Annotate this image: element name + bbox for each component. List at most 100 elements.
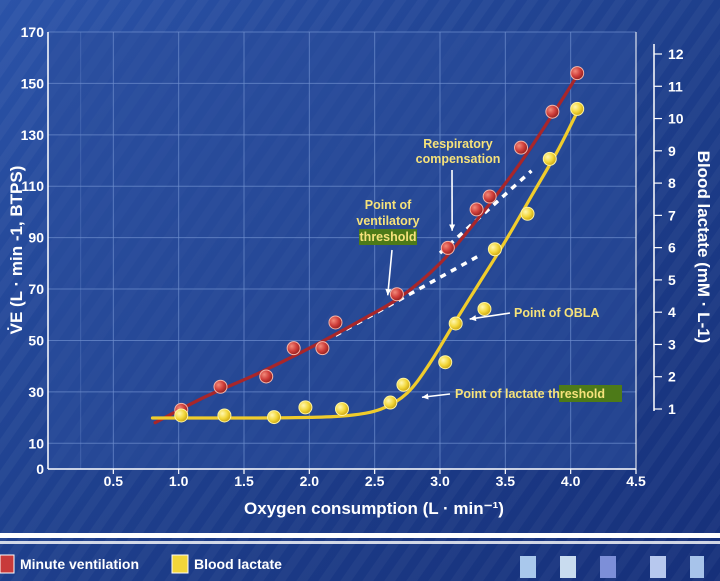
minute-ventilation-point xyxy=(259,369,274,384)
decorative-tile xyxy=(650,556,666,578)
annotation-lactate-threshold: Point of lactate threshold xyxy=(455,387,605,401)
legend: Minute ventilation Blood lactate xyxy=(0,554,282,574)
annotation-respiratory-compensation: compensation xyxy=(416,152,501,166)
y-left-tick-label: 90 xyxy=(28,230,44,246)
axes xyxy=(47,32,655,470)
minute-ventilation-point xyxy=(213,379,228,394)
annotation-ventilatory-threshold: threshold xyxy=(360,230,417,244)
x-tick-label: 2.0 xyxy=(300,473,320,489)
x-tick-label: 1.0 xyxy=(169,473,189,489)
y-right-tick-label: 11 xyxy=(668,78,683,94)
y-left-tick-label: 30 xyxy=(28,384,44,400)
decorative-tile xyxy=(690,556,704,578)
x-tick-label: 1.5 xyxy=(234,473,254,489)
y-left-tick-label: 130 xyxy=(21,127,45,143)
blood-lactate-point xyxy=(542,151,557,166)
x-tick-label: 4.5 xyxy=(626,473,646,489)
annotation-ventilatory-threshold: ventilatory xyxy=(356,214,419,228)
x-axis-ticks: 0.5 1.0 1.5 2.0 2.5 3.0 3.5 4.0 4.5 xyxy=(104,469,646,489)
minute-ventilation-point xyxy=(286,341,301,356)
x-tick-label: 0.5 xyxy=(104,473,124,489)
x-tick-label: 4.0 xyxy=(561,473,581,489)
annotation-ventilatory-threshold-arrow-line xyxy=(386,249,393,296)
blood-lactate-point xyxy=(298,400,313,415)
minute-ventilation-point xyxy=(482,189,497,204)
minute-ventilation-point xyxy=(389,287,404,302)
legend-band xyxy=(0,533,720,544)
minute-ventilation-point xyxy=(315,341,330,356)
y-right-tick-label: 3 xyxy=(668,336,676,352)
y-right-tick-label: 12 xyxy=(668,46,684,62)
decorative-tile xyxy=(560,556,576,578)
blood-lactate-point xyxy=(448,316,463,331)
minute-ventilation-point xyxy=(514,140,529,155)
annotation-obla-arrow-head xyxy=(469,315,477,322)
annotation-ventilatory-threshold: Point of xyxy=(365,198,412,212)
plot-background xyxy=(48,32,636,469)
reference-line-compensation-extrapolation xyxy=(438,169,533,255)
y-right-tick-label: 1 xyxy=(668,401,676,417)
legend-band-bar xyxy=(0,541,720,544)
minute-ventilation-point xyxy=(545,104,560,119)
blood-lactate-point xyxy=(396,377,411,392)
x-tick-label: 3.5 xyxy=(496,473,516,489)
data-points xyxy=(174,66,585,425)
y-right-tick-label: 2 xyxy=(668,369,676,385)
annotation-respiratory-compensation: Respiratory xyxy=(423,137,493,151)
blood-lactate-point xyxy=(383,395,398,410)
blood-lactate-point xyxy=(217,408,232,423)
blood-lactate-point xyxy=(438,355,453,370)
legend-label-blood-lactate: Blood lactate xyxy=(194,556,282,572)
decorative-tiles xyxy=(520,556,704,578)
y-right-tick-label: 5 xyxy=(668,272,676,288)
annotation-obla-arrow-line xyxy=(469,312,511,320)
y-left-tick-label: 170 xyxy=(21,24,45,40)
annotation-highlight xyxy=(559,385,622,402)
minute-ventilation-point xyxy=(469,202,484,217)
y-right-tick-label: 7 xyxy=(668,207,676,223)
y-left-axis-ticks: 0 10 30 50 70 90 110 130 150 170 xyxy=(21,24,45,477)
decorative-tile xyxy=(600,556,616,578)
annotation-respiratory-compensation-arrow-head xyxy=(449,224,456,231)
y-right-tick-label: 4 xyxy=(668,304,676,320)
y-left-tick-label: 0 xyxy=(36,461,44,477)
blood-lactate-point xyxy=(335,402,349,416)
x-tick-label: 2.5 xyxy=(365,473,385,489)
minute-ventilation-point xyxy=(328,315,343,330)
decorative-tile xyxy=(520,556,536,578)
y-left-tick-label: 70 xyxy=(28,281,44,297)
annotation-highlight xyxy=(359,229,417,245)
blood-lactate-point xyxy=(174,408,189,423)
legend-swatch-blood-lactate xyxy=(171,554,189,574)
legend-band-line xyxy=(0,533,720,538)
y-left-tick-label: 110 xyxy=(21,178,44,194)
fit-line-blood-lactate xyxy=(150,110,579,420)
y-right-tick-label: 10 xyxy=(668,111,684,127)
x-axis-title: Oxygen consumption (L · min⁻¹) xyxy=(244,499,504,518)
y-left-axis-title: V̇E (L · min -1, BTPS) xyxy=(7,166,26,335)
annotation-obla: Point of OBLA xyxy=(514,306,599,320)
y-right-tick-label: 8 xyxy=(668,175,676,191)
annotation-ventilatory-threshold-arrow-head xyxy=(385,288,392,296)
blood-lactate-point xyxy=(570,101,585,116)
minute-ventilation-point xyxy=(440,240,455,255)
y-left-tick-label: 150 xyxy=(21,75,45,91)
blood-lactate-point xyxy=(477,301,492,316)
y-right-axis-title: Blood lactate (mM · L-1) xyxy=(694,151,713,344)
annotation-lactate-threshold-arrow-head xyxy=(421,393,429,400)
legend-swatch-minute-ventilation xyxy=(0,554,15,574)
blood-lactate-point xyxy=(267,410,282,425)
minute-ventilation-point xyxy=(570,66,585,81)
x-tick-label: 3.0 xyxy=(430,473,450,489)
plot-area xyxy=(48,32,636,469)
y-left-tick-label: 10 xyxy=(28,435,44,451)
blood-lactate-point xyxy=(487,242,502,257)
blood-lactate-point xyxy=(520,206,535,221)
y-right-tick-label: 9 xyxy=(668,143,676,159)
legend-label-minute-ventilation: Minute ventilation xyxy=(20,556,139,572)
y-right-tick-label: 6 xyxy=(668,240,676,256)
y-left-tick-label: 50 xyxy=(28,332,44,348)
